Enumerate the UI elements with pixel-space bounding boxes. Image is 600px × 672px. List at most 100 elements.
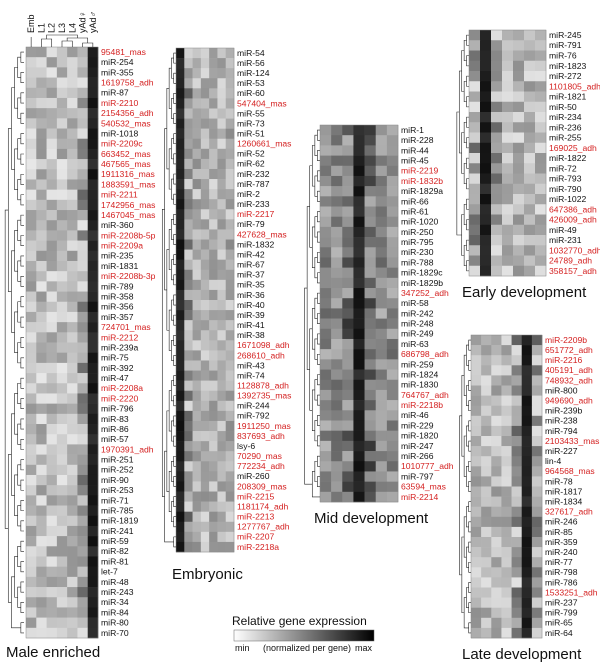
heatmap-cell	[471, 506, 482, 518]
heatmap-cell	[56, 444, 68, 455]
row-label: miR-84	[101, 607, 129, 617]
heatmap-cell	[217, 58, 227, 69]
heatmap-cell	[531, 597, 543, 608]
heatmap-cell	[491, 476, 502, 487]
heatmap-cell	[77, 67, 89, 78]
late-heatmap-border	[470, 334, 543, 639]
heatmap-cell	[511, 405, 523, 417]
heatmap-cell	[184, 451, 193, 462]
heatmap-cell	[200, 269, 210, 281]
heatmap-cell	[364, 318, 377, 330]
column-label: yAd♀	[78, 11, 88, 33]
heatmap-cell	[26, 230, 37, 241]
legend-max-label: max	[355, 643, 373, 653]
heatmap-cell	[225, 168, 235, 180]
heatmap-cell	[491, 597, 502, 608]
row-label: miR-78	[545, 476, 573, 486]
row-label: miR-2212	[101, 332, 138, 342]
heatmap-cell	[511, 607, 523, 619]
heatmap-cell	[77, 393, 89, 404]
heatmap-cell	[386, 349, 399, 360]
heatmap-cell	[331, 318, 343, 330]
heatmap-cell	[176, 249, 185, 260]
heatmap-cell	[521, 607, 533, 619]
heatmap-cell	[192, 350, 202, 361]
heatmap-cell	[491, 194, 503, 205]
heatmap-cell	[342, 288, 354, 299]
heatmap-cell	[67, 536, 78, 547]
heatmap-cell	[200, 451, 210, 462]
row-label: miR-2216	[545, 355, 582, 365]
heatmap-cell	[491, 496, 502, 507]
heatmap-cell	[200, 138, 210, 150]
row-label: miR-81	[101, 556, 129, 566]
early-dendrogram	[456, 34, 469, 272]
heatmap-cell	[67, 57, 78, 68]
heatmap-cell	[386, 481, 399, 493]
heatmap-cell	[67, 444, 78, 455]
heatmap-cell	[56, 485, 68, 496]
heatmap-cell	[524, 101, 536, 113]
row-label: miR-1830	[401, 380, 438, 390]
legend-gradient-bar	[233, 629, 375, 642]
heatmap-cell	[481, 597, 492, 608]
heatmap-cell	[46, 240, 58, 252]
row-label: miR-1834	[545, 496, 582, 506]
heatmap-cell	[225, 431, 235, 442]
heatmap-cell	[480, 101, 492, 113]
heatmap-cell	[176, 400, 185, 412]
heatmap-cell	[342, 430, 354, 442]
heatmap-cell	[353, 338, 365, 350]
heatmap-cell	[481, 345, 492, 356]
heatmap-cell	[67, 474, 78, 486]
heatmap-cell	[491, 466, 502, 477]
heatmap-cell	[471, 617, 482, 629]
heatmap-cell	[209, 431, 218, 442]
heatmap-cell	[26, 159, 37, 170]
heatmap-cell	[87, 148, 99, 160]
heatmap-cell	[209, 461, 218, 472]
heatmap-cell	[176, 229, 185, 240]
heatmap-cell	[491, 557, 502, 568]
heatmap-cell	[531, 627, 543, 639]
heatmap-cell	[320, 369, 332, 381]
heatmap-cell	[353, 491, 365, 503]
heatmap-cell	[501, 577, 512, 588]
heatmap-cell	[225, 189, 235, 200]
heatmap-cell	[353, 155, 365, 167]
row-label: miR-72	[549, 163, 577, 173]
heatmap-cell	[386, 216, 399, 228]
heatmap-cell	[87, 393, 99, 404]
heatmap-cell	[184, 88, 193, 99]
heatmap-cell	[531, 617, 543, 629]
heatmap-cell	[200, 340, 210, 351]
heatmap-cell	[342, 125, 354, 136]
row-label: 1970391_adh	[101, 444, 154, 454]
heatmap-cell	[320, 125, 332, 136]
heatmap-cell	[320, 155, 332, 167]
heatmap-cell	[364, 135, 377, 146]
heatmap-cell	[511, 526, 523, 538]
heatmap-cell	[469, 173, 481, 185]
heatmap-cell	[331, 277, 343, 289]
heatmap-cell	[386, 389, 399, 401]
heatmap-cell	[513, 235, 525, 246]
heatmap-cell	[469, 71, 481, 82]
heatmap-cell	[36, 87, 47, 99]
row-label: miR-57	[101, 434, 129, 444]
heatmap-cell	[481, 456, 492, 467]
heatmap-cell	[36, 250, 47, 262]
heatmap-cell	[200, 461, 210, 472]
heatmap-cell	[513, 255, 525, 267]
heatmap-cell	[491, 345, 502, 356]
heatmap-cell	[46, 128, 58, 140]
heatmap-cell	[342, 155, 354, 167]
heatmap-cell	[471, 607, 482, 619]
heatmap-cell	[491, 224, 503, 236]
heatmap-cell	[481, 486, 492, 497]
heatmap-cell	[531, 355, 543, 366]
heatmap-cell	[521, 597, 533, 608]
heatmap-cell	[469, 142, 481, 154]
heatmap-cell	[513, 204, 525, 215]
row-label: miR-39	[237, 310, 265, 320]
